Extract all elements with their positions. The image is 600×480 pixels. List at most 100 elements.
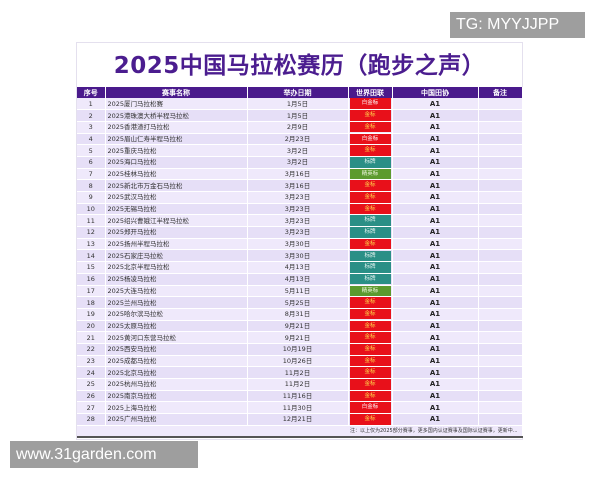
race-name: 2025香港渣打马拉松	[105, 121, 248, 134]
label-badge: 标牌	[349, 262, 391, 273]
table-row: 4 2025眉山仁寿半程马拉松 2月23日 白金标 A1	[77, 133, 523, 146]
row-number: 9	[77, 191, 106, 204]
column-header: 举办日期	[247, 87, 349, 98]
table-row: 12 2025郑开马拉松 3月23日 标牌 A1	[77, 226, 523, 239]
label-badge: 金标	[349, 180, 391, 191]
remarks	[478, 285, 523, 298]
world-athletics-label: 金标	[348, 238, 393, 251]
remarks	[478, 179, 523, 192]
race-date: 4月13日	[247, 273, 349, 286]
remarks	[478, 261, 523, 274]
row-number: 3	[77, 121, 106, 134]
race-name: 2025大连马拉松	[105, 285, 248, 298]
race-name: 2025武汉马拉松	[105, 191, 248, 204]
row-number: 17	[77, 285, 106, 298]
label-badge: 金标	[349, 308, 391, 320]
race-name: 2025南京马拉松	[105, 390, 248, 403]
caa-grade: A1	[392, 144, 479, 157]
world-athletics-label: 金标	[348, 308, 393, 321]
race-name: 2025新北市万金石马拉松	[105, 179, 248, 192]
race-date: 3月23日	[247, 191, 349, 204]
row-number: 7	[77, 168, 106, 181]
world-athletics-label: 白金标	[348, 98, 393, 111]
table-row: 13 2025扬州半程马拉松 3月30日 金标 A1	[77, 238, 523, 251]
caa-grade: A1	[392, 390, 479, 403]
world-athletics-label: 标牌	[348, 249, 393, 263]
remarks	[478, 296, 523, 309]
caa-grade: A1	[392, 98, 479, 111]
table-row: 2 2025港珠澳大桥半程马拉松 1月5日 金标 A1	[77, 109, 523, 122]
row-number: 21	[77, 331, 106, 344]
caa-grade: A1	[392, 320, 479, 333]
caa-grade: A1	[392, 413, 479, 426]
table-row: 14 2025石家庄马拉松 3月30日 标牌 A1	[77, 249, 523, 263]
watermark-telegram: TG: MYYJJPP	[450, 12, 585, 38]
row-number: 27	[77, 401, 106, 415]
caa-grade: A1	[392, 226, 479, 239]
remarks	[478, 98, 523, 111]
label-badge: 标牌	[349, 250, 391, 262]
world-athletics-label: 金标	[348, 413, 393, 426]
label-badge: 金标	[349, 379, 391, 390]
remarks	[478, 366, 523, 379]
race-name: 2025绍兴曹娥江半程马拉松	[105, 214, 248, 228]
caa-grade: A1	[392, 261, 479, 274]
column-header: 中国田协	[392, 87, 479, 98]
caa-grade: A1	[392, 179, 479, 192]
column-header: 赛事名称	[105, 87, 248, 98]
remarks	[478, 355, 523, 368]
table-row: 20 2025太原马拉松 9月21日 金标 A1	[77, 320, 523, 333]
race-date: 11月2日	[247, 378, 349, 391]
world-athletics-label: 精英标	[348, 168, 393, 181]
caa-grade: A1	[392, 191, 479, 204]
world-athletics-label: 金标	[348, 296, 393, 309]
table-row: 24 2025北京马拉松 11月2日 金标 A1	[77, 366, 523, 379]
world-athletics-label: 白金标	[348, 401, 393, 415]
table-row: 22 2025西安马拉松 10月19日 金标 A1	[77, 343, 523, 356]
race-name: 2025无锡马拉松	[105, 203, 248, 216]
race-name: 2025石家庄马拉松	[105, 249, 248, 263]
world-athletics-label: 金标	[348, 378, 393, 391]
race-date: 5月11日	[247, 285, 349, 298]
race-date: 2月9日	[247, 121, 349, 134]
row-number: 6	[77, 156, 106, 169]
row-number: 24	[77, 366, 106, 379]
caa-grade: A1	[392, 378, 479, 391]
label-badge: 白金标	[349, 133, 391, 145]
label-badge: 金标	[349, 390, 391, 402]
world-athletics-label: 精英标	[348, 285, 393, 298]
caa-grade: A1	[392, 168, 479, 181]
race-name: 2025郑开马拉松	[105, 226, 248, 239]
race-date: 1月5日	[247, 109, 349, 122]
race-date: 11月30日	[247, 401, 349, 415]
label-badge: 标牌	[349, 273, 391, 285]
world-athletics-label: 金标	[348, 355, 393, 368]
remarks	[478, 226, 523, 239]
remarks	[478, 273, 523, 286]
race-date: 5月25日	[247, 296, 349, 309]
remarks	[478, 121, 523, 134]
race-name: 2025上海马拉松	[105, 401, 248, 415]
remarks	[478, 331, 523, 344]
race-date: 8月31日	[247, 308, 349, 321]
label-badge: 标牌	[349, 227, 391, 238]
race-date: 3月16日	[247, 179, 349, 192]
row-number: 25	[77, 378, 106, 391]
label-badge: 金标	[349, 121, 391, 133]
row-number: 19	[77, 308, 106, 321]
label-badge: 金标	[349, 238, 391, 250]
race-date: 3月23日	[247, 226, 349, 239]
caa-grade: A1	[392, 156, 479, 169]
race-date: 3月16日	[247, 168, 349, 181]
label-badge: 金标	[349, 192, 391, 203]
table-row: 18 2025兰州马拉松 5月25日 金标 A1	[77, 296, 523, 309]
table-row: 25 2025杭州马拉松 11月2日 金标 A1	[77, 378, 523, 391]
world-athletics-label: 金标	[348, 203, 393, 216]
world-athletics-label: 金标	[348, 191, 393, 204]
remarks	[478, 343, 523, 356]
remarks	[478, 390, 523, 403]
table-row: 8 2025新北市万金石马拉松 3月16日 金标 A1	[77, 179, 523, 192]
race-date: 9月21日	[247, 331, 349, 344]
caa-grade: A1	[392, 249, 479, 263]
table-row: 6 2025海口马拉松 3月2日 标牌 A1	[77, 156, 523, 169]
